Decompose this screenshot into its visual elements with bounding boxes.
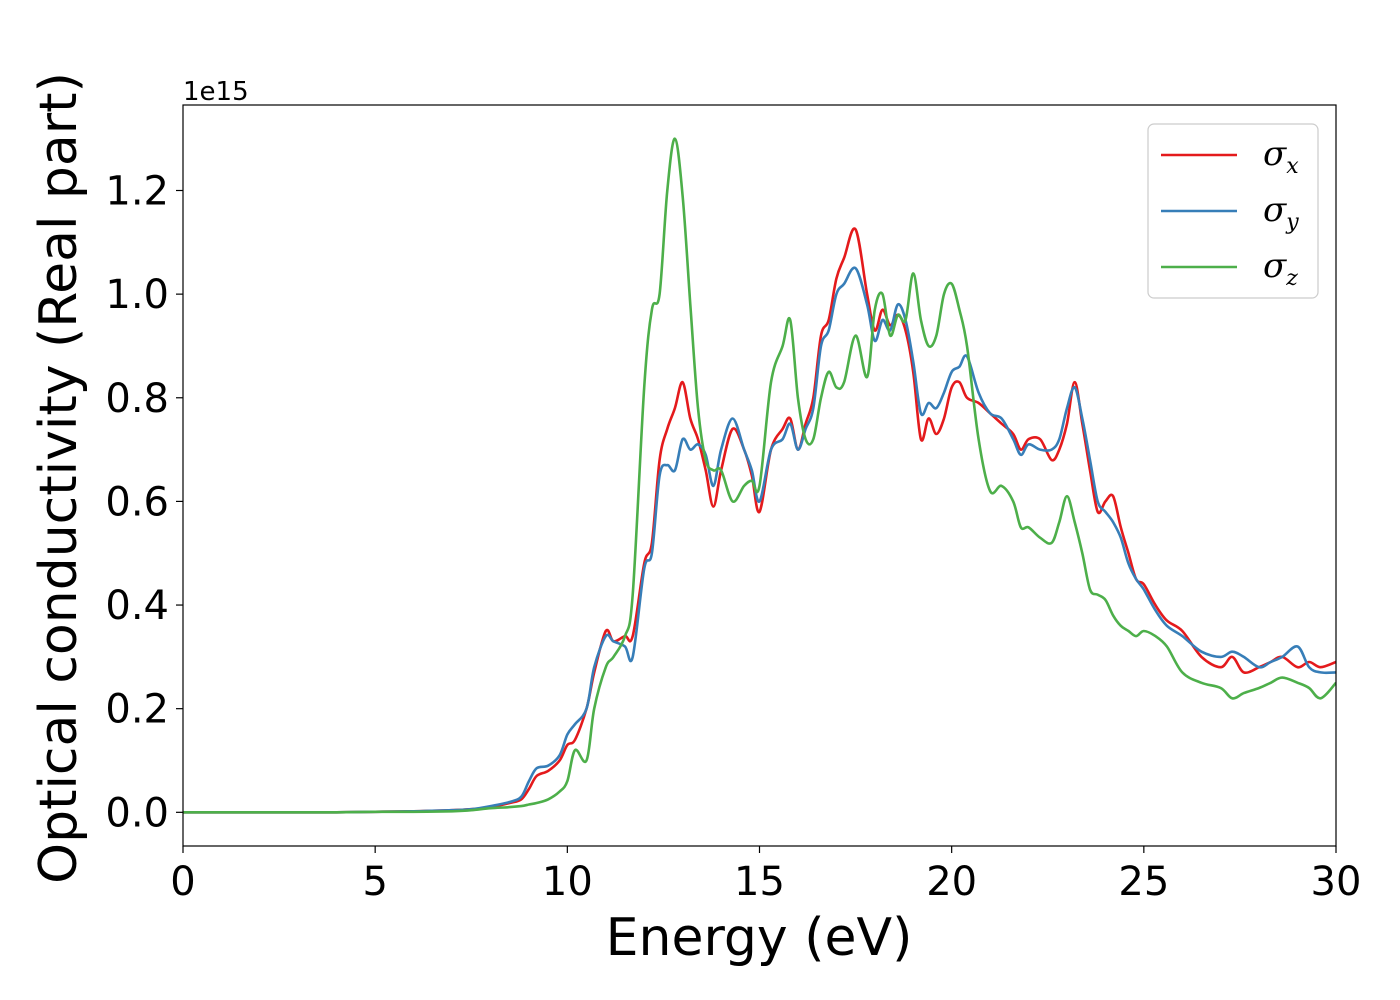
series-line-x [183,227,1336,814]
legend-label-x: σx [1263,134,1299,179]
ticks-layer: 0 5 10 15 20 25 30 0.0 0.2 0.4 0.6 0.8 1.0 1.2 [105,169,1361,906]
series-line-z [183,137,1336,814]
series-line-y [183,266,1336,814]
x-tick-label: 15 [734,859,785,905]
x-tick-label: 10 [542,859,593,905]
x-tick-label: 5 [362,859,387,905]
y-tick-label: 0.2 [105,687,169,733]
plot-area [183,105,1336,846]
legend-label-y: σy [1263,190,1299,235]
x-tick-label: 30 [1311,859,1362,905]
series-layer [183,137,1336,814]
y-offset-text: 1e15 [183,77,249,107]
legend-label-z: σz [1263,246,1298,291]
y-axis-label: Optical conductivity (Real part) [29,72,89,884]
y-tick-label: 0.8 [105,376,169,422]
x-tick-label: 20 [926,859,977,905]
y-tick-label: 0.6 [105,479,169,525]
y-tick-label: 0.4 [105,583,169,629]
x-axis-label: Energy (eV) [606,908,913,968]
x-tick-label: 25 [1118,859,1169,905]
legend: σx σy σz [1147,123,1319,299]
x-tick-label: 0 [170,859,195,905]
y-tick-label: 0.0 [105,790,169,836]
axes-background [183,105,1336,846]
y-tick-label: 1.0 [105,272,169,318]
y-tick-label: 1.2 [105,169,169,215]
